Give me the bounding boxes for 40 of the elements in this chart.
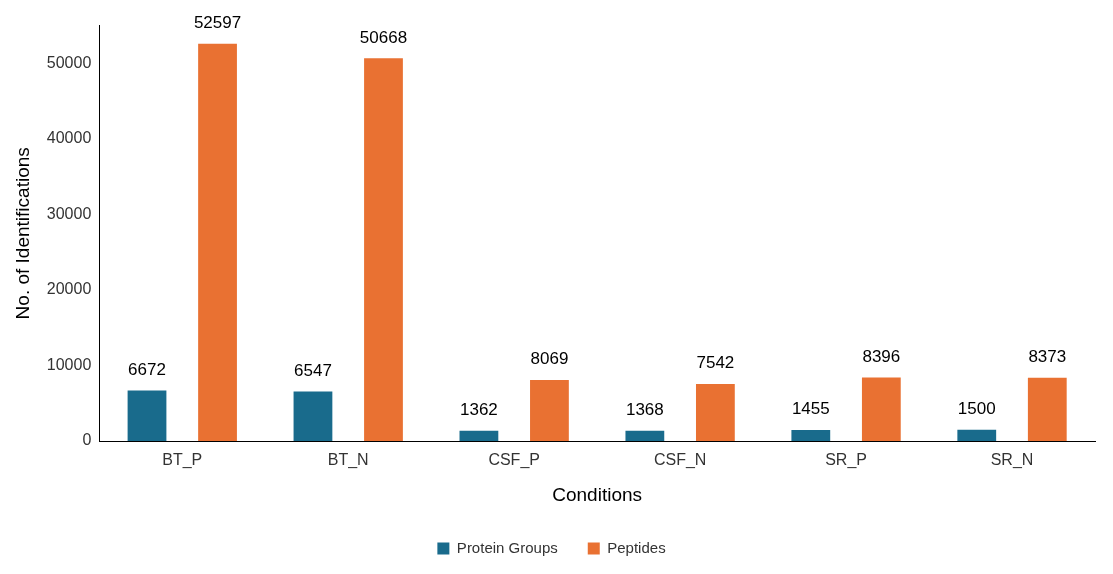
x-axis-title: Conditions xyxy=(552,483,643,505)
data-label: 1368 xyxy=(625,399,664,419)
data-label: 8069 xyxy=(530,349,569,369)
data-label: 1362 xyxy=(459,399,498,419)
bar xyxy=(625,430,665,441)
bar xyxy=(364,58,403,441)
data-label: 1500 xyxy=(957,398,996,418)
bar xyxy=(791,430,831,441)
legend-label: Peptides xyxy=(607,538,666,556)
y-tick-label: 20000 xyxy=(46,280,92,298)
bar xyxy=(293,391,333,441)
bar xyxy=(1027,377,1067,441)
bar xyxy=(459,430,499,441)
y-tick-label: 50000 xyxy=(46,53,92,71)
x-tick-label: SR_N xyxy=(990,451,1034,470)
y-tick-label: 30000 xyxy=(46,204,92,222)
bar xyxy=(198,43,237,441)
legend-label: Protein Groups xyxy=(456,538,558,556)
y-tick-label: 10000 xyxy=(46,355,92,373)
y-tick-label: 40000 xyxy=(46,129,92,147)
x-tick-label: CSF_P xyxy=(488,451,540,470)
bar xyxy=(695,384,735,441)
y-axis-title: No. of Identifications xyxy=(11,147,33,320)
data-label: 1455 xyxy=(791,399,830,419)
data-label: 50668 xyxy=(359,27,408,47)
data-label: 8396 xyxy=(862,346,901,366)
data-label: 7542 xyxy=(696,353,735,373)
data-label: 6547 xyxy=(294,360,332,380)
y-tick-label: 0 xyxy=(82,431,92,449)
x-tick-label: CSF_N xyxy=(653,451,707,470)
x-tick-label: BT_P xyxy=(162,451,203,470)
x-tick-label: BT_N xyxy=(327,451,369,470)
bar xyxy=(127,390,167,441)
x-tick-label: SR_P xyxy=(825,451,867,470)
data-label: 52597 xyxy=(193,12,242,32)
bar xyxy=(861,377,901,441)
data-label: 6672 xyxy=(128,359,166,379)
data-label: 8373 xyxy=(1028,346,1067,366)
bar xyxy=(957,429,997,441)
bar xyxy=(530,380,569,441)
